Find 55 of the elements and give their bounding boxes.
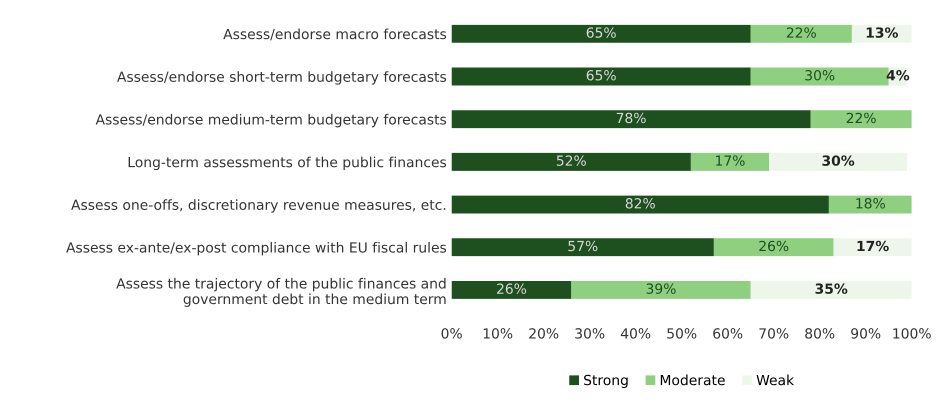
x-tick-label: 30% — [575, 328, 604, 339]
bar — [452, 196, 829, 214]
data-label: 22% — [786, 27, 816, 38]
bar — [750, 24, 852, 43]
data-label: 57% — [568, 240, 598, 252]
data-label: 4% — [886, 70, 910, 81]
bar — [452, 68, 751, 86]
data-label: 39% — [646, 283, 676, 294]
data-label: 22% — [846, 112, 876, 124]
data-label: 30% — [822, 155, 854, 166]
bar — [452, 280, 572, 299]
x-tick-label: 50% — [667, 328, 696, 339]
bar — [810, 110, 912, 128]
x-tick-label: 60% — [713, 328, 742, 339]
bar — [571, 280, 751, 299]
data-label: 78% — [616, 112, 646, 124]
bar — [452, 110, 810, 128]
data-label: 82% — [626, 198, 655, 209]
x-tick-label: 80% — [805, 328, 834, 339]
legend-label: Moderate — [660, 374, 725, 386]
data-label: 35% — [815, 283, 848, 294]
y-tick-label: Assess ex-ante/ex-post compliance with EU fiscal rules — [66, 242, 446, 256]
legend-label: Strong — [584, 374, 628, 388]
bar — [452, 238, 714, 256]
bar — [750, 280, 912, 299]
bar — [828, 196, 912, 214]
x-tick-label: 40% — [620, 328, 650, 339]
data-label: 17% — [858, 240, 889, 252]
y-tick-label: Assess/endorse macro forecasts — [223, 28, 446, 40]
data-label: 17% — [716, 155, 745, 166]
bar — [452, 152, 691, 171]
bar — [452, 24, 751, 43]
y-tick-label: Long-term assessments of the public finances — [128, 156, 446, 170]
x-tick-label: 0% — [442, 328, 462, 339]
data-label: 65% — [586, 27, 616, 38]
y-tick-label: Assess/endorse short-term budgetary forecasts — [117, 71, 446, 85]
y-tick-label: Assess one-offs, discretionary revenue measures, etc. — [71, 199, 446, 213]
bar — [690, 152, 770, 171]
data-label: 26% — [759, 240, 788, 252]
data-label: 18% — [856, 198, 885, 209]
x-tick-label: 70% — [759, 328, 788, 339]
y-tick-label: Assess/endorse medium-term budgetary forecasts — [96, 114, 446, 128]
x-tick-label: 10% — [484, 328, 512, 339]
bar — [769, 152, 908, 171]
data-label: 13% — [866, 27, 898, 38]
x-tick-label: 100% — [893, 328, 931, 339]
data-label: 30% — [805, 70, 834, 81]
x-tick-label: 90% — [851, 328, 880, 339]
legend-label: Weak — [756, 374, 794, 386]
data-label: 65% — [586, 70, 616, 81]
y-tick-label: Assess the trajectory of the public finances and government debt in the medium term — [116, 278, 446, 307]
bar — [714, 238, 834, 256]
data-label: 26% — [497, 283, 526, 294]
x-tick-label: 20% — [529, 328, 558, 339]
data-label: 52% — [556, 155, 586, 166]
